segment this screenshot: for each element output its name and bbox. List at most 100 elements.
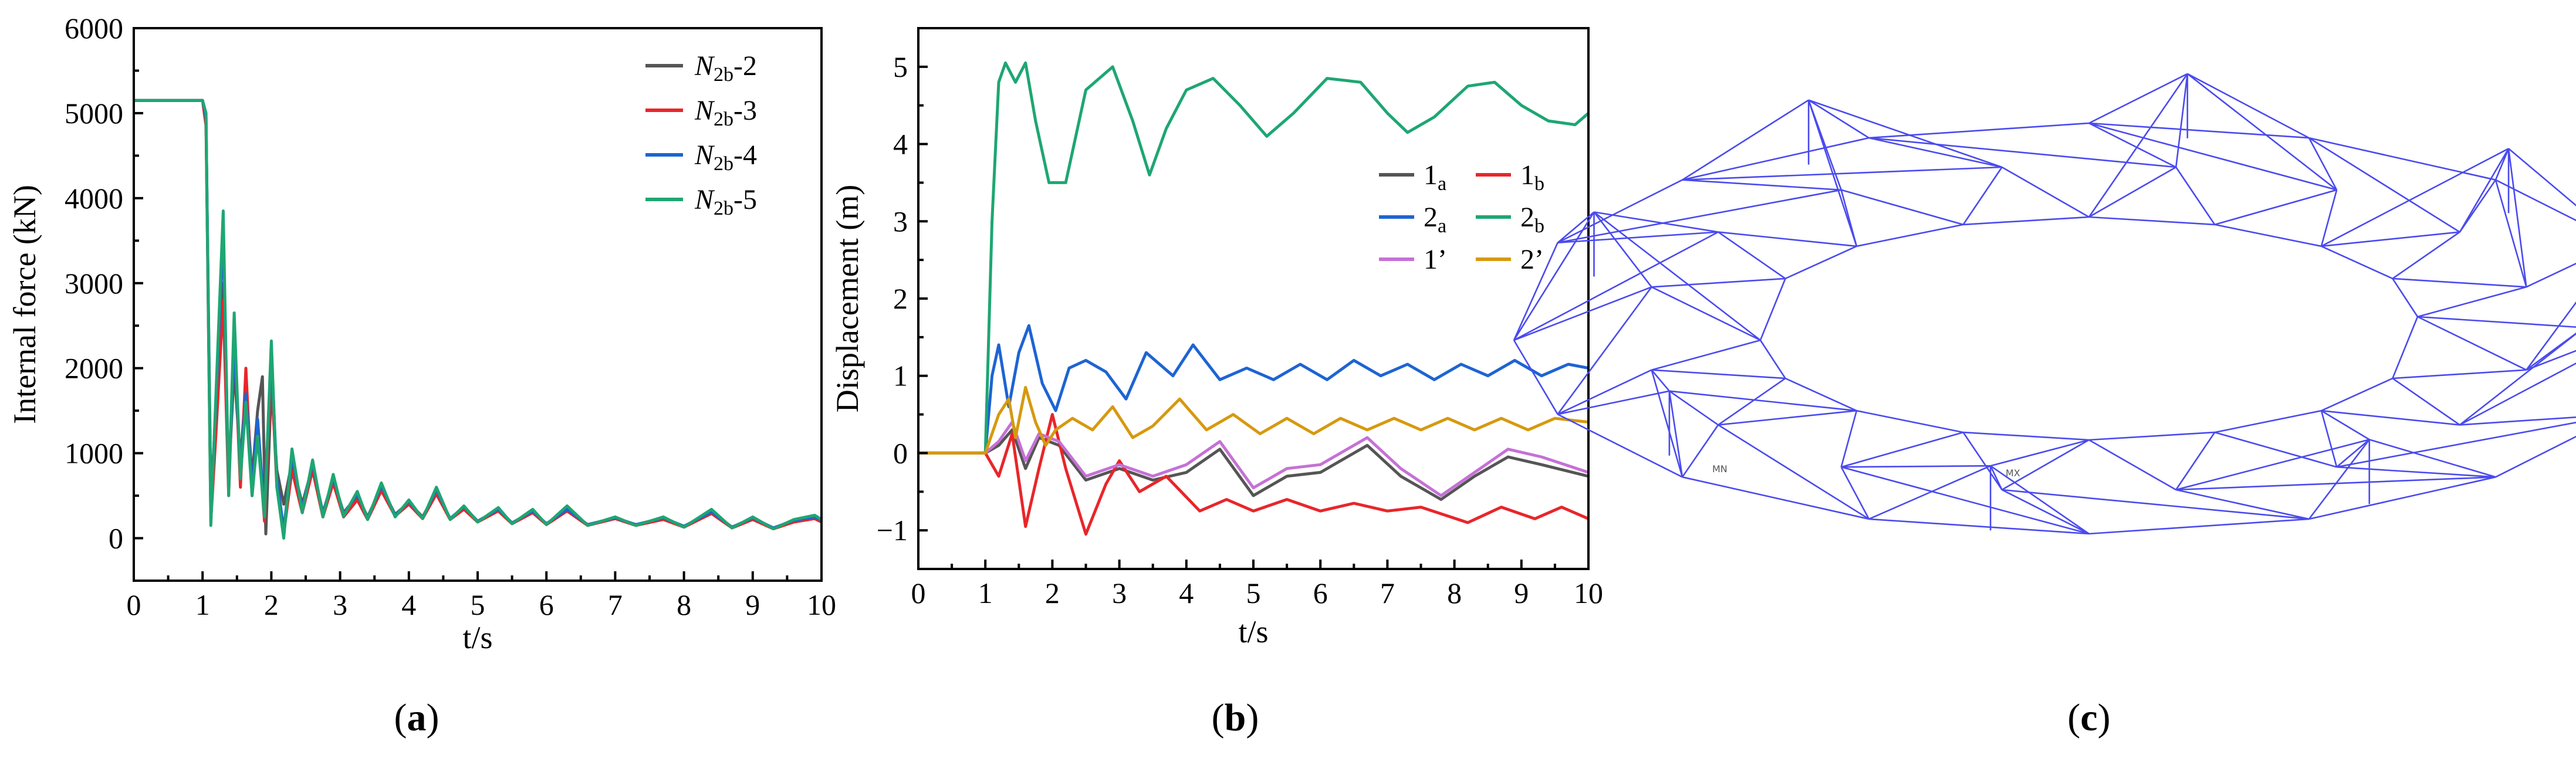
panel-a-legend-label-1: N2b-2 (694, 50, 757, 86)
panel-a-x-tick-label: 1 (195, 588, 210, 621)
panel-c-truss-member (1682, 166, 2002, 181)
panel-c-truss-member (2321, 410, 2370, 441)
panel-c-truss-member (2308, 137, 2460, 233)
panel-c-truss-member (2320, 410, 2338, 467)
panel-a-series-4-line (134, 99, 822, 540)
panel-c-truss-member (1513, 242, 1559, 341)
panel-a-x-tick-label: 4 (401, 588, 416, 621)
panel-c-truss-member (1593, 211, 1761, 341)
panel-c-truss-member (2088, 122, 2310, 139)
panel-c-truss-member (1651, 369, 1670, 392)
panel-b-x-tick-label: 4 (1179, 577, 1194, 609)
panel-c-truss-member (2002, 489, 2090, 535)
panel-a-y-tick-label: 3000 (65, 267, 123, 300)
panel-c-truss-member (1807, 100, 1858, 247)
panel-c-truss-member (1718, 231, 1857, 248)
panel-c-node-label-mn: MN (1712, 463, 1728, 475)
panel-c-truss-member (2321, 231, 2460, 248)
panel-c-truss-member (2321, 245, 2393, 280)
panel-b-x-tick-label: 7 (1380, 577, 1395, 609)
panel-c-truss-member (2002, 489, 2310, 520)
panel-c-truss-member (1669, 390, 1719, 426)
panel-b-y-tick-label: 3 (893, 205, 908, 238)
panel-a-x-axis-title: t/s (462, 620, 492, 655)
panel-c-truss-member (1759, 340, 1786, 379)
panel-c-truss-member (1841, 465, 1991, 468)
panel-c-truss-member (1651, 369, 1786, 380)
panel-c-truss-member (2507, 148, 2527, 287)
panel-b-series-2-line (918, 413, 1588, 536)
panel-c-truss-member (1651, 339, 1761, 371)
panel-b-legend-label-5: 1’ (1424, 244, 1447, 275)
panel-c-truss-member (2417, 316, 2576, 328)
panel-c-truss-member (1856, 409, 1963, 433)
panel-c-truss-member (1513, 231, 1719, 341)
panel-c-truss-member (1513, 211, 1595, 341)
panel-a-internal-force-chart: 0 1 2 3 4 5 6 7 8 9 10 0 1000 2000 3000 4000 5000 6000 N2… (7, 12, 836, 739)
panel-c-truss-member (2187, 73, 2337, 191)
panel-a-caption-letter: a (407, 696, 427, 739)
panel-b-y-tick-label: 5 (893, 50, 908, 83)
panel-c-truss-member (2495, 179, 2576, 222)
panel-b-x-tick-label: 1 (978, 577, 993, 609)
panel-c-truss-member (2392, 316, 2419, 379)
panel-c-truss-member (1759, 278, 1786, 341)
panel-c-truss-member (1963, 216, 2090, 226)
panel-c-truss-member (2392, 378, 2460, 426)
panel-c-truss-member (1718, 424, 1870, 520)
panel-c-truss-member (2176, 489, 2310, 520)
panel-c-truss-member (1682, 99, 1809, 181)
panel-b-series-5-line (918, 421, 1588, 497)
panel-c-truss-member (2392, 369, 2527, 380)
panel-a-y-tick-label: 2000 (65, 352, 123, 385)
panel-a-legend: N2b-2 N2b-3 N2b-4 N2b-5 (645, 50, 757, 219)
panel-c-truss-member (2088, 122, 2337, 191)
panel-b-series-1-line (918, 428, 1588, 501)
panel-c-caption-open: ( (2067, 696, 2080, 739)
panel-c-truss-member (2088, 73, 2188, 218)
panel-c-truss-member (2526, 332, 2576, 371)
panel-c-truss-member (2088, 166, 2176, 218)
panel-c-truss-member (1651, 286, 1761, 341)
panel-c-truss-member (1681, 424, 1719, 478)
panel-b-legend-label-6: 2’ (1520, 244, 1544, 275)
panel-b-y-axis-title: Displacement (m) (830, 185, 865, 412)
panel-c-truss-member (1718, 378, 1786, 426)
panel-a-legend-label-3: N2b-4 (694, 140, 757, 175)
panel-a-y-tick-label: 5000 (65, 97, 123, 130)
panel-a-plot-area (134, 99, 822, 540)
panel-c-truss-member (1651, 277, 1786, 288)
panel-c-truss-member (2494, 179, 2527, 287)
panel-c-truss-member (2392, 231, 2460, 279)
panel-c-node-label-mx: MX (2006, 467, 2020, 479)
panel-c-truss-member (2508, 148, 2576, 206)
panel-b-series-6-line (918, 386, 1588, 455)
panel-a-y-tick-label: 4000 (65, 182, 123, 215)
panel-c-truss-member (2459, 148, 2510, 233)
panel-c-truss-member (2495, 435, 2576, 478)
panel-c-truss-member (2088, 431, 2215, 441)
panel-c-truss-member (1962, 432, 2003, 490)
panel-b-x-tick-label: 0 (911, 577, 926, 609)
panel-b-caption-close: ) (1246, 696, 1259, 739)
panel-c-truss-member (1513, 286, 1652, 341)
panel-a-x-tick-label: 9 (745, 588, 760, 621)
panel-c-truss-member (2175, 432, 2216, 490)
panel-c-truss-member (2337, 466, 2496, 478)
panel-c-truss-member (2214, 189, 2337, 226)
panel-c-truss-member (1669, 390, 1857, 412)
panel-a-y-axis-title: Internal force (kN) (7, 185, 42, 424)
panel-c-truss-member (1557, 189, 1842, 243)
panel-c-truss-member (2215, 409, 2322, 433)
panel-b-y-tick-label: 2 (893, 282, 908, 315)
panel-c-truss-member (2175, 439, 2370, 491)
panel-c-truss-member (1868, 122, 2090, 139)
panel-c-truss-member (1868, 465, 1991, 520)
panel-c-truss-member (2526, 262, 2576, 288)
panel-c-truss-member (2526, 350, 2576, 371)
panel-c-truss-member (2308, 476, 2496, 520)
panel-c-truss-member (1557, 369, 1652, 415)
panel-b-caption: (b) (1212, 696, 1259, 739)
panel-c-truss-member (1557, 390, 1670, 415)
